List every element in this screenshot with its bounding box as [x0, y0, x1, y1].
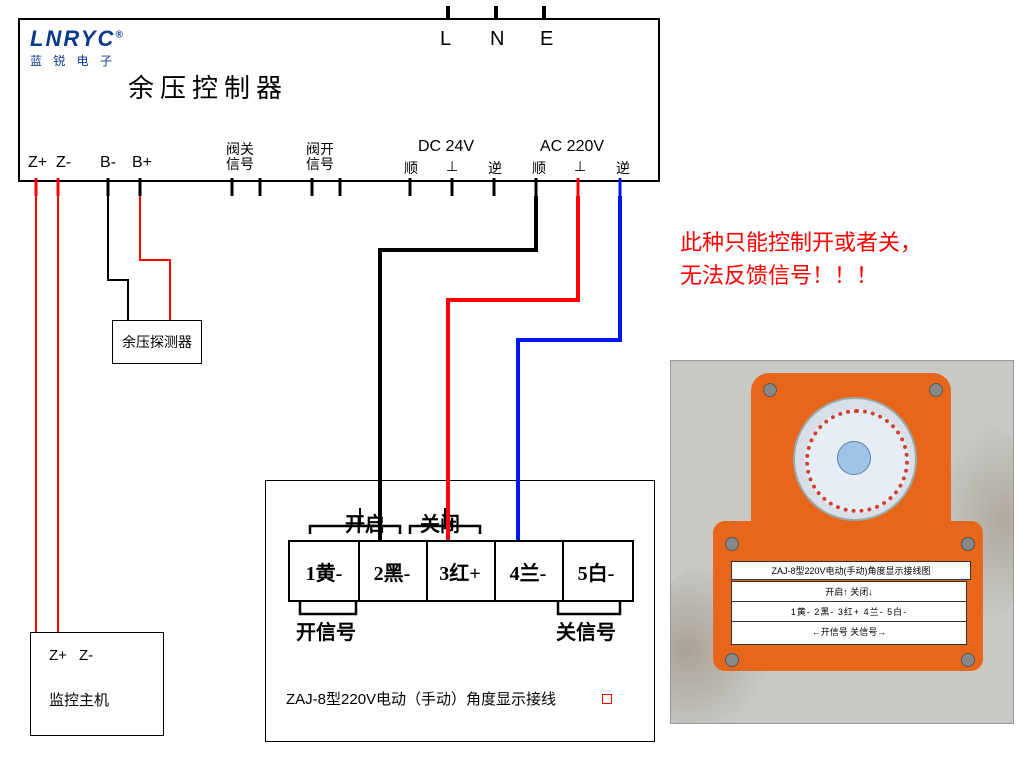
hand-close: 关闭 — [420, 508, 460, 537]
hand-open: 开启 — [345, 508, 385, 537]
host-zplus: Z+ — [49, 647, 67, 664]
hand-table: 1黄- 2黑- 3红+ 4兰- 5白- — [288, 540, 634, 602]
label-zminus: Z- — [56, 154, 71, 172]
label-zplus: Z+ — [28, 154, 47, 172]
device-photo: ZAJ-8型220V电动(手动)角度显示接线图 开启↑ 关闭↓ 1黄- 2黑- … — [670, 360, 1014, 724]
device-table-header: 开启↑ 关闭↓ — [732, 582, 966, 602]
logo-sub: 蓝 锐 电 子 — [30, 52, 116, 69]
screw-6 — [961, 653, 975, 667]
host-box: Z+ Z- 监控主机 — [30, 632, 164, 736]
detector-box: 余压探测器 — [112, 320, 202, 364]
cell-4: 4兰- — [494, 542, 564, 600]
screw-1 — [763, 383, 777, 397]
label-ac220: AC 220V — [540, 138, 604, 156]
hand-close-sig: 关信号 — [556, 616, 616, 645]
cell-3: 3红+ — [426, 542, 496, 600]
label-gnd2: ⊥ — [574, 158, 586, 175]
note-line2: 无法反馈信号！！！ — [680, 259, 922, 292]
logo-text: LNRYC® — [30, 26, 125, 52]
label-ni2: 逆 — [616, 158, 630, 178]
host-label: 监控主机 — [49, 689, 109, 710]
note-text: 此种只能控制开或者关， 无法反馈信号！！！ — [680, 226, 922, 292]
screw-2 — [929, 383, 943, 397]
note-line1: 此种只能控制开或者关， — [680, 226, 922, 259]
screw-4 — [961, 537, 975, 551]
label-shun1: 顺 — [404, 158, 418, 178]
label-bplus: B+ — [132, 154, 152, 172]
logo-main: LNRYC — [30, 26, 115, 51]
screw-5 — [725, 653, 739, 667]
device-table-footer: ←开信号 关信号→ — [732, 622, 966, 641]
cell-2: 2黑- — [358, 542, 428, 600]
host-zminus: Z- — [79, 647, 93, 664]
dial-center — [837, 441, 871, 475]
label-valve-close: 阀关 信号 — [226, 142, 254, 173]
controller-title: 余压控制器 — [128, 68, 288, 105]
device-table: 开启↑ 关闭↓ 1黄- 2黑- 3红+ 4兰- 5白- ←开信号 关信号→ — [731, 581, 967, 645]
device-table-row: 1黄- 2黑- 3红+ 4兰- 5白- — [732, 602, 966, 622]
cell-1: 1黄- — [290, 542, 360, 600]
screw-3 — [725, 537, 739, 551]
controller-box: LNRYC® 蓝 锐 电 子 余压控制器 L N E Z+ Z- B- B+ 阀… — [18, 18, 660, 182]
device-top-label: ZAJ-8型220V电动(手动)角度显示接线图 — [731, 561, 971, 580]
label-valve-open: 阀开 信号 — [306, 142, 334, 173]
hand-open-sig: 开信号 — [296, 616, 356, 645]
terminal-L: L — [440, 28, 451, 51]
label-ni1: 逆 — [488, 158, 502, 178]
terminal-E: E — [540, 28, 553, 51]
label-dc24: DC 24V — [418, 138, 474, 156]
caption-marker — [602, 694, 612, 704]
cell-5: 5白- — [562, 542, 630, 600]
label-bminus: B- — [100, 154, 116, 172]
logo-reg: ® — [115, 30, 124, 41]
zaj-caption: ZAJ-8型220V电动（手动）角度显示接线 — [286, 688, 556, 709]
label-gnd1: ⊥ — [446, 158, 458, 175]
label-shun2: 顺 — [532, 158, 546, 178]
terminal-N: N — [490, 28, 504, 51]
